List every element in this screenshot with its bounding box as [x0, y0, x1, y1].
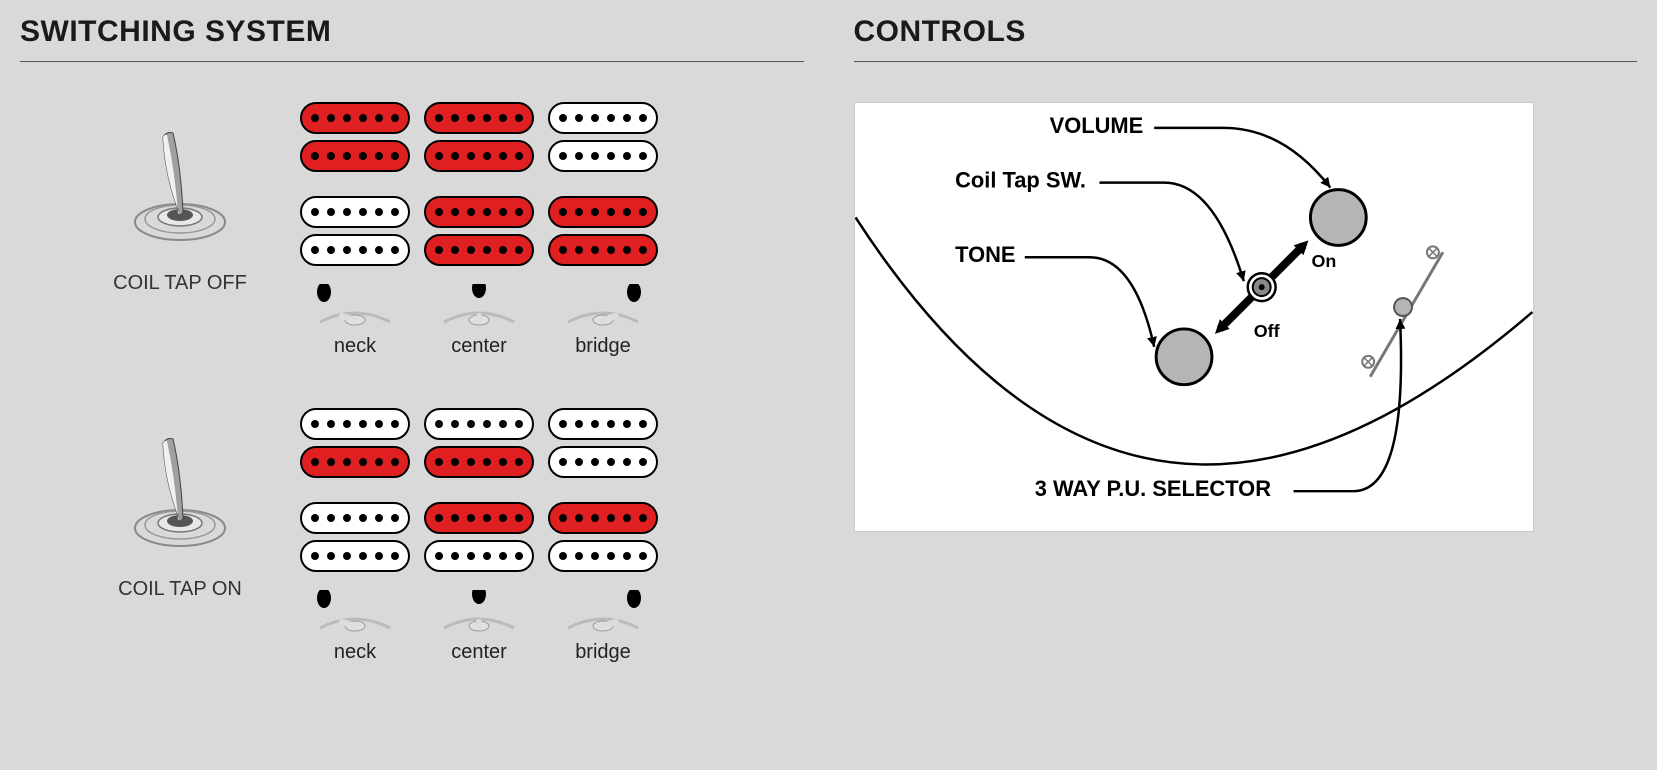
pickup-grid: neck center bridge	[300, 408, 658, 664]
pickup-coil	[300, 102, 410, 134]
selector-position-label: neck	[300, 641, 410, 664]
volume-leader	[1154, 128, 1330, 188]
pickup-coil	[424, 102, 534, 134]
pickup-coil	[424, 140, 534, 172]
pickup-coil	[424, 234, 534, 266]
pickup-coil	[424, 408, 534, 440]
pickup-coil	[424, 196, 534, 228]
selector-cell: center	[424, 590, 534, 664]
selector-position-label: center	[424, 335, 534, 358]
selector-position-icon	[434, 284, 524, 326]
selector-position-icon	[558, 590, 648, 632]
pickup-coil	[548, 140, 658, 172]
pickup-coil	[300, 540, 410, 572]
switching-heading: SWITCHING SYSTEM	[20, 15, 804, 49]
toggle-switch-icon	[125, 127, 235, 257]
selector-position-icon	[558, 284, 648, 326]
coil-tap-leader	[1099, 183, 1243, 282]
selector-position-label: bridge	[548, 335, 658, 358]
pickup-grid: neck center bridge	[300, 102, 658, 358]
pickup-coil	[548, 234, 658, 266]
pickup-coil	[424, 446, 534, 478]
selector-position-icon	[434, 590, 524, 632]
pickup-coil	[548, 446, 658, 478]
selector-tip-icon	[1394, 298, 1412, 316]
pickup-row	[300, 540, 658, 572]
selector-cell: neck	[300, 590, 410, 664]
pickup-coil	[300, 446, 410, 478]
selector-cell: bridge	[548, 284, 658, 358]
selector-position-label: bridge	[548, 641, 658, 664]
tone-label: TONE	[955, 242, 1015, 267]
pickup-row	[300, 408, 658, 440]
selector-row: neck center bridge	[300, 284, 658, 358]
selector-position-label: neck	[300, 335, 410, 358]
pickup-coil	[300, 234, 410, 266]
coil-tap-on-arrow	[1271, 245, 1303, 277]
controls-section: CONTROLS On Off VOLUME Coil Tap SW. TONE 3 WA…	[854, 15, 1638, 714]
pickup-row	[300, 446, 658, 478]
on-label: On	[1311, 251, 1336, 271]
selector-row: neck center bridge	[300, 590, 658, 664]
pickup-row	[300, 234, 658, 266]
selector-leader	[1293, 319, 1401, 491]
divider	[854, 61, 1638, 62]
pickup-coil	[548, 102, 658, 134]
coil-tap-mode-block: COIL TAP OFF neck center bridge	[20, 102, 804, 358]
coil-tap-mode-block: COIL TAP ON neck center bridge	[20, 408, 804, 664]
pickup-coil	[300, 140, 410, 172]
volume-knob-icon	[1310, 190, 1366, 246]
pickup-coil	[424, 502, 534, 534]
pickup-coil	[548, 502, 658, 534]
pickup-coil	[424, 540, 534, 572]
pickup-coil	[300, 196, 410, 228]
pickup-row	[300, 102, 658, 134]
selector-cell: bridge	[548, 590, 658, 664]
controls-diagram: On Off VOLUME Coil Tap SW. TONE 3 WAY P.U. SE…	[854, 102, 1534, 532]
pickup-row	[300, 196, 658, 228]
pickup-coil	[300, 502, 410, 534]
pickup-coil	[548, 408, 658, 440]
tone-leader	[1024, 257, 1153, 347]
selector-cell: center	[424, 284, 534, 358]
coil-tap-label: Coil Tap SW.	[955, 168, 1086, 193]
selector-position-icon	[310, 590, 400, 632]
selector-position-label: center	[424, 641, 534, 664]
off-label: Off	[1253, 321, 1279, 341]
selector-label: 3 WAY P.U. SELECTOR	[1034, 476, 1270, 501]
divider	[20, 61, 804, 62]
pickup-coil	[300, 408, 410, 440]
coil-tap-mode-label: COIL TAP OFF	[90, 272, 270, 295]
controls-heading: CONTROLS	[854, 15, 1638, 49]
pickup-coil	[548, 196, 658, 228]
pickup-coil	[548, 540, 658, 572]
pickup-row	[300, 140, 658, 172]
selector-cell: neck	[300, 284, 410, 358]
toggle-switch-icon	[125, 433, 235, 563]
coil-tap-off-arrow	[1219, 297, 1251, 329]
selector-position-icon	[310, 284, 400, 326]
coil-tap-mode-label: COIL TAP ON	[90, 578, 270, 601]
tone-knob-icon	[1156, 329, 1212, 385]
switching-section: SWITCHING SYSTEM COIL TAP OFF neck cente…	[20, 15, 804, 714]
pickup-row	[300, 502, 658, 534]
volume-label: VOLUME	[1049, 113, 1143, 138]
